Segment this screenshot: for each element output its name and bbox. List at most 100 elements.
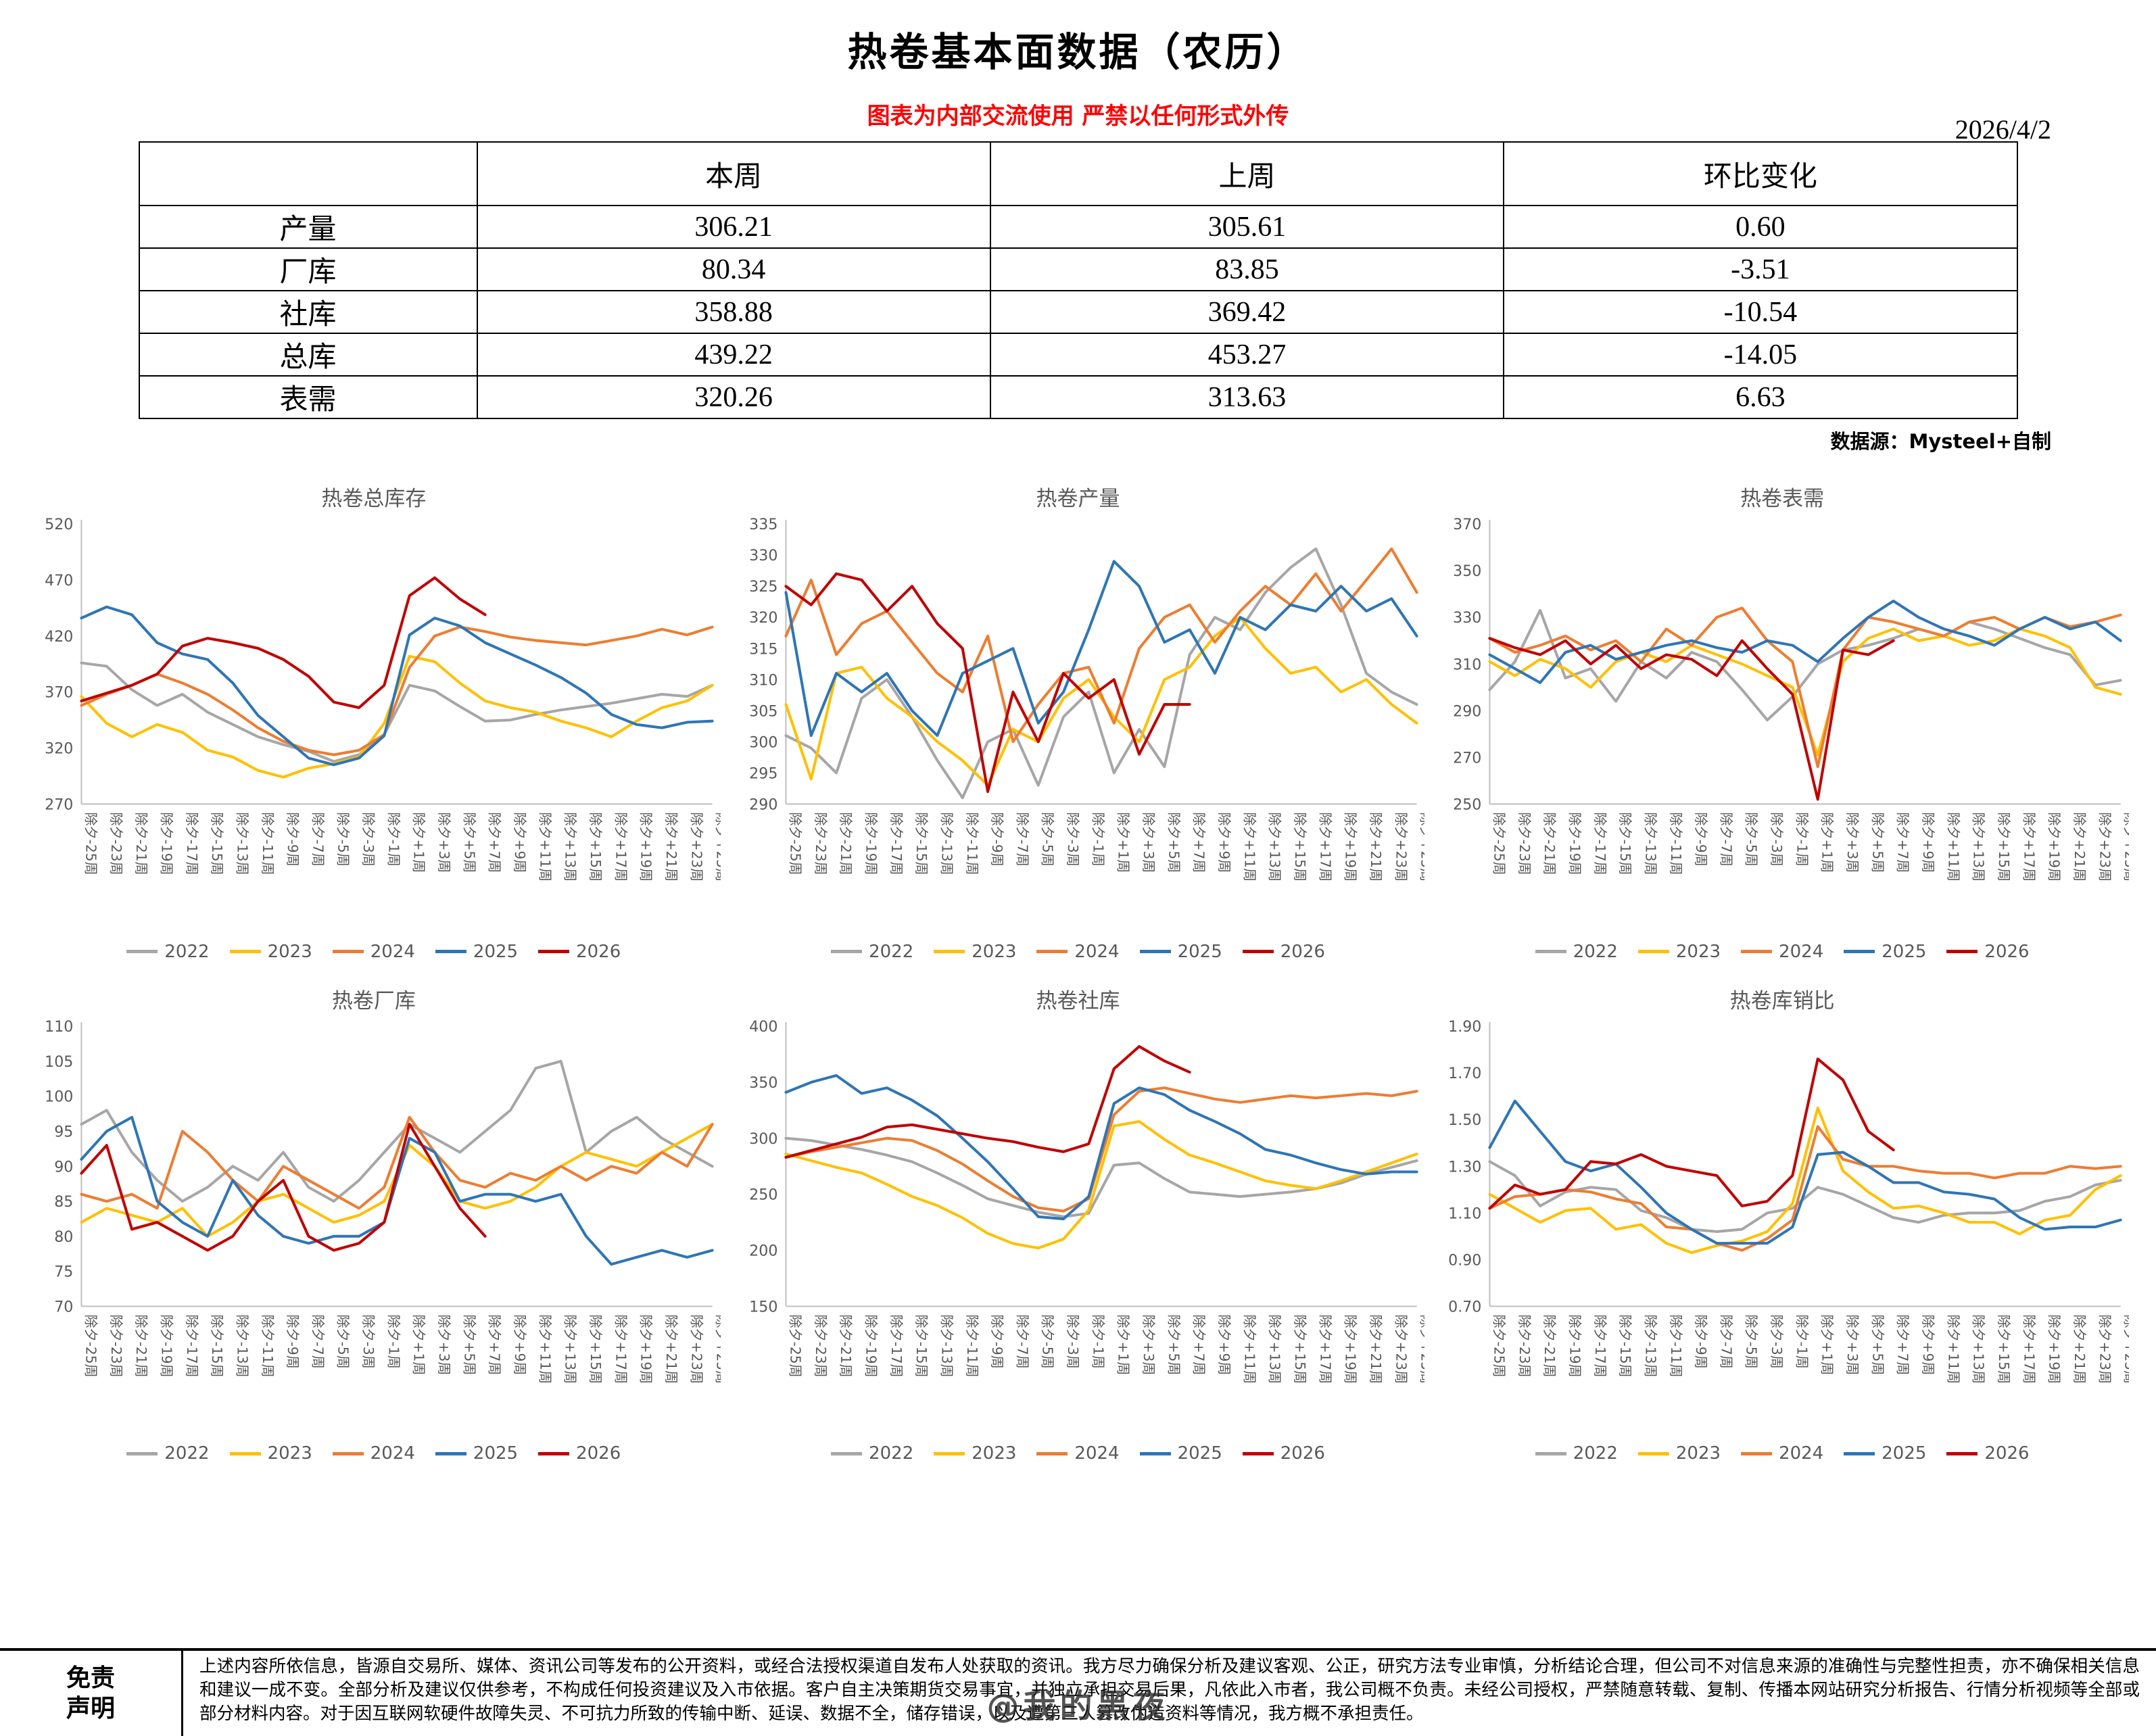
y-tick-label: 520 xyxy=(45,516,73,533)
legend-label: 2022 xyxy=(869,1443,914,1464)
x-tick-label: 除夕-1周 xyxy=(385,1314,402,1368)
y-tick-label: 335 xyxy=(749,516,777,533)
x-tick-label: 除夕+1周 xyxy=(411,1314,427,1375)
row-label: 表需 xyxy=(138,375,478,419)
y-tick-label: 315 xyxy=(749,640,777,658)
x-tick-label: 除夕-25周 xyxy=(1491,1314,1508,1377)
row-value: 6.63 xyxy=(1503,375,2018,419)
legend-item-2023: 2023 xyxy=(934,942,1016,962)
series-line-2024 xyxy=(1488,1125,2122,1252)
legend-item-2022: 2022 xyxy=(831,942,913,962)
y-tick-label: 270 xyxy=(45,796,73,813)
row-value: -14.05 xyxy=(1503,333,2018,377)
disclaimer-bar: 免责 声明 上述内容所依信息，皆源自交易所、媒体、资讯公司等发布的公开资料，或经… xyxy=(0,1648,2156,1736)
row-value: 83.85 xyxy=(989,247,1505,291)
x-tick-label: 除夕+25周 xyxy=(714,812,721,882)
chart-plot: 250 270 290 310 330 350 370 除夕-25周 除夕-23周 除夕-21周除… xyxy=(1435,513,2129,948)
x-tick-label: 除夕+19周 xyxy=(2046,1314,2063,1384)
page-title: 热卷基本面数据（农历） xyxy=(847,29,1309,75)
legend-swatch xyxy=(1637,950,1669,954)
chart-total-inventory: 热卷总库存 270 320 370 420 470 520 除夕-25周 除夕-23周 除夕-2… xyxy=(27,477,721,962)
legend-swatch xyxy=(1741,950,1773,954)
row-value: 320.26 xyxy=(476,375,991,419)
y-tick-label: 1.50 xyxy=(1448,1111,1481,1129)
legend-label: 2026 xyxy=(1280,941,1325,962)
legend-item-2025: 2025 xyxy=(1139,1443,1222,1464)
x-tick-label: 除夕-23周 xyxy=(1516,812,1533,875)
legend-item-2025: 2025 xyxy=(435,1443,518,1464)
x-tick-label: 除夕-19周 xyxy=(1567,812,1583,875)
row-value: 313.63 xyxy=(989,375,1505,419)
y-tick-label: 250 xyxy=(749,1186,777,1203)
series-line-2022 xyxy=(80,1059,714,1203)
x-tick-label: 除夕-17周 xyxy=(888,1314,904,1377)
summary-table-body: 产量 306.21 305.61 0.60 厂库 80.34 83.85 -3.51 社库 358… xyxy=(138,205,2018,419)
legend-swatch xyxy=(332,950,364,954)
x-tick-label: 除夕+17周 xyxy=(2021,1314,2038,1384)
y-tick-label: 0.70 xyxy=(1448,1298,1481,1316)
series-line-2025 xyxy=(80,1115,714,1265)
x-tick-label: 除夕-19周 xyxy=(1567,1314,1583,1377)
x-tick-label: 除夕-13周 xyxy=(938,812,955,875)
x-tick-label: 除夕+17周 xyxy=(1317,1314,1333,1384)
x-tick-label: 除夕-15周 xyxy=(913,812,930,875)
row-label: 产量 xyxy=(138,205,478,249)
x-tick-label: 除夕+3周 xyxy=(436,812,452,873)
legend-item-2022: 2022 xyxy=(126,942,210,962)
legend-swatch xyxy=(1139,1451,1171,1455)
row-label: 社库 xyxy=(138,290,478,334)
x-tick-label: 除夕+19周 xyxy=(1342,812,1358,882)
x-tick-label: 除夕-25周 xyxy=(787,1314,803,1377)
legend-swatch xyxy=(1946,950,1978,954)
x-tick-label: 除夕+17周 xyxy=(613,1314,629,1384)
chart-legend: 2022 2023 2024 2025 2026 xyxy=(732,1443,1425,1464)
disclaimer-label: 免责 声明 xyxy=(0,1651,183,1736)
x-tick-label: 除夕+15周 xyxy=(1996,1314,2012,1384)
legend-item-2026: 2026 xyxy=(1946,942,2030,962)
y-tick-label: 80 xyxy=(54,1228,73,1245)
legend-item-2024: 2024 xyxy=(1036,1443,1120,1464)
x-tick-label: 除夕+13周 xyxy=(562,1314,579,1384)
header-change: 环比变化 xyxy=(1503,141,2018,206)
x-tick-label: 除夕+1周 xyxy=(1819,812,1836,873)
x-tick-label: 除夕-15周 xyxy=(1617,1314,1633,1377)
legend-label: 2025 xyxy=(473,1443,519,1464)
x-tick-label: 除夕+23周 xyxy=(2097,812,2113,882)
x-tick-label: 除夕-9周 xyxy=(989,812,1005,866)
x-tick-label: 除夕-9周 xyxy=(285,812,301,866)
x-tick-label: 除夕+15周 xyxy=(1292,1314,1308,1384)
chart-plot: 290 295 300 305 310 315 320 325 330 335 除夕-25周 除夕-2… xyxy=(732,513,1424,948)
legend-item-2024: 2024 xyxy=(332,942,415,962)
series-line-2024 xyxy=(784,1086,1418,1213)
legend-swatch xyxy=(934,1451,965,1455)
x-tick-label: 除夕+5周 xyxy=(461,812,477,873)
legend-label: 2022 xyxy=(869,941,914,962)
legend-item-2025: 2025 xyxy=(435,942,518,962)
chart-title: 热卷总库存 xyxy=(321,487,427,511)
x-tick-label: 除夕-11周 xyxy=(1668,1314,1684,1377)
x-tick-label: 除夕+21周 xyxy=(2071,1314,2088,1384)
disclaimer-label-line2: 声明 xyxy=(66,1695,115,1722)
table-row: 总库 439.22 453.27 -14.05 xyxy=(138,333,2018,377)
series-line-2022 xyxy=(784,547,1418,800)
y-tick-label: 85 xyxy=(54,1193,73,1211)
x-tick-label: 除夕+1周 xyxy=(411,812,427,873)
x-tick-label: 除夕+23周 xyxy=(2097,1314,2113,1384)
row-value: 305.61 xyxy=(989,205,1505,249)
y-tick-label: 310 xyxy=(1454,656,1482,673)
legend-label: 2023 xyxy=(1675,1443,1721,1464)
legend-label: 2023 xyxy=(1675,941,1721,962)
x-tick-label: 除夕-1周 xyxy=(1794,812,1811,866)
legend-item-2024: 2024 xyxy=(1741,1443,1823,1464)
x-tick-label: 除夕-25周 xyxy=(82,812,99,875)
legend-item-2026: 2026 xyxy=(1242,941,1325,962)
row-label: 总库 xyxy=(138,333,478,377)
x-tick-label: 除夕+23周 xyxy=(1393,812,1409,882)
x-tick-label: 除夕-7周 xyxy=(310,1314,326,1368)
x-tick-label: 除夕+13周 xyxy=(1266,812,1283,882)
legend-label: 2022 xyxy=(164,1443,210,1464)
x-tick-label: 除夕-15周 xyxy=(209,812,225,875)
row-value: 80.34 xyxy=(476,247,991,291)
x-tick-label: 除夕+5周 xyxy=(1870,812,1886,873)
x-tick-label: 除夕+3周 xyxy=(1844,812,1861,873)
